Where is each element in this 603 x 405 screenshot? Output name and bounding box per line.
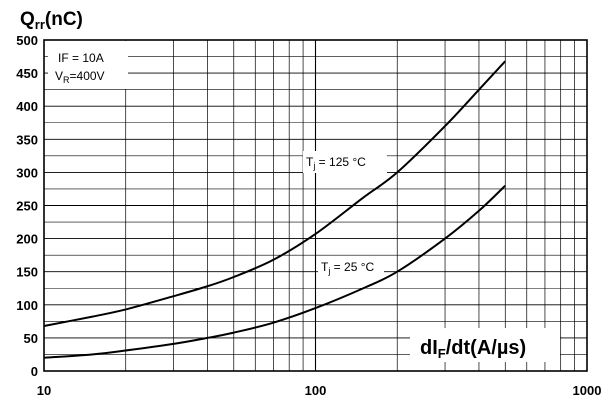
y-tick-labels: 0 50 100 150 200 250 300 350 400 450 500 xyxy=(16,33,38,379)
x-tick-label: 10 xyxy=(37,383,51,398)
plot-frame xyxy=(43,39,588,372)
condition-vr: VR=400V xyxy=(55,69,105,85)
y-tick-label: 350 xyxy=(16,132,38,147)
series-label-bg-125 xyxy=(303,151,387,173)
series-label-bg-25 xyxy=(318,256,384,278)
x-axis-title-bg xyxy=(410,328,560,362)
y-tick-label: 50 xyxy=(24,331,38,346)
y-tick-label: 300 xyxy=(16,165,38,180)
y-tick-label: 150 xyxy=(16,265,38,280)
y-axis-title: Qrr(nC) xyxy=(20,9,83,32)
conditions-box xyxy=(48,41,128,89)
condition-if: IF = 10A xyxy=(58,51,104,65)
curves xyxy=(43,60,507,359)
series-line-1 xyxy=(43,184,506,359)
x-tick-label: 100 xyxy=(305,383,327,398)
y-tick-label: 0 xyxy=(31,364,38,379)
y-tick-label: 450 xyxy=(16,66,38,81)
y-tick-label: 500 xyxy=(16,33,38,48)
series-line-0 xyxy=(43,60,507,327)
y-tick-label: 400 xyxy=(16,99,38,114)
y-tick-label: 100 xyxy=(16,298,38,313)
y-tick-label: 250 xyxy=(16,199,38,214)
x-axis-title: dIF/dt(A/µs) xyxy=(420,337,526,361)
series-label-25: Tj = 25 °C xyxy=(321,260,375,276)
grid-major xyxy=(44,40,587,371)
series-label-125: Tj = 125 °C xyxy=(306,155,366,171)
x-tick-labels: 10 100 1000 xyxy=(37,383,602,398)
x-tick-label: 1000 xyxy=(573,383,602,398)
y-tick-label: 200 xyxy=(16,232,38,247)
